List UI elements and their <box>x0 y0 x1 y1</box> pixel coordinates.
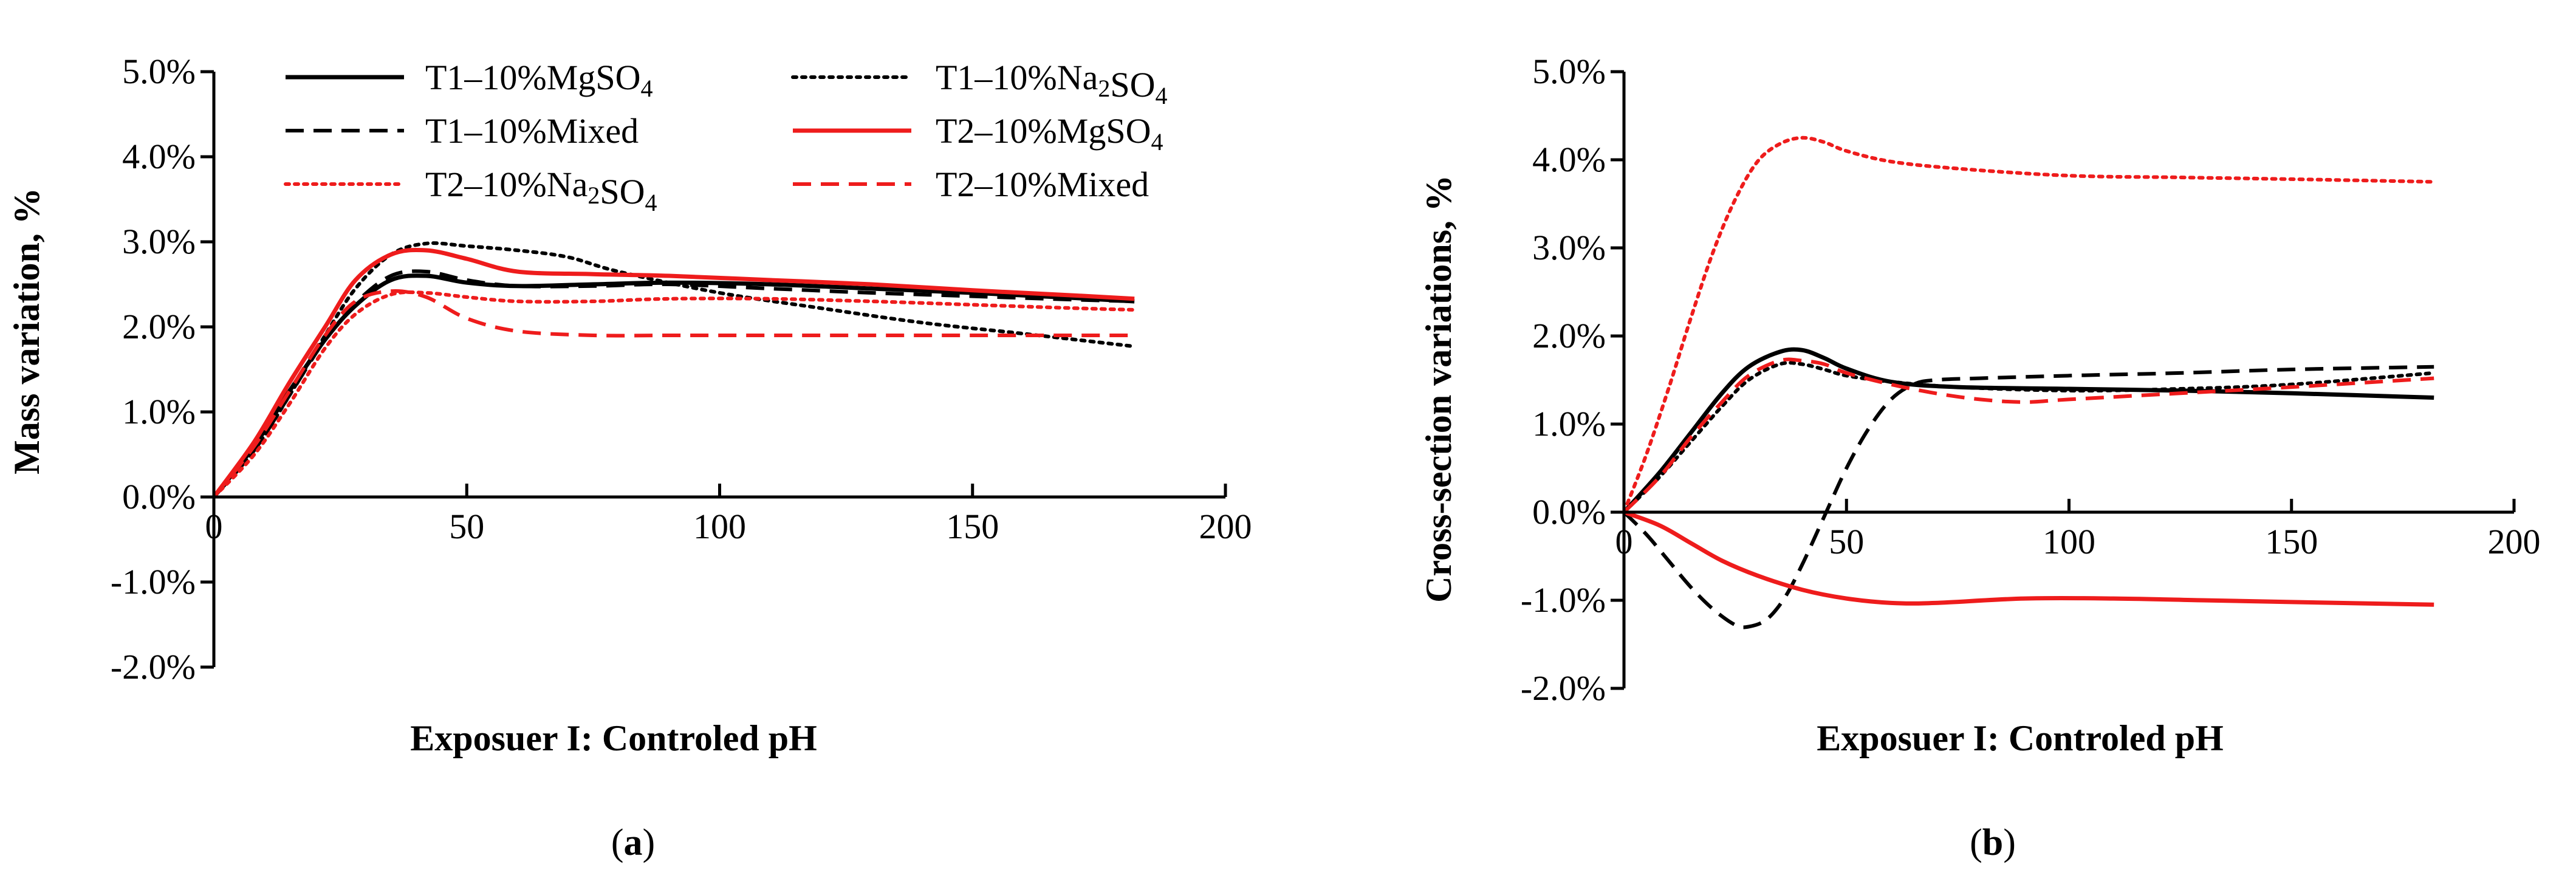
chart-b-series-group <box>1622 135 2436 629</box>
chart-a-series-group <box>212 241 1137 499</box>
chart-a-y-tick-label: 5.0% <box>122 52 196 91</box>
chart-b-y-tick-label: 5.0% <box>1532 52 1606 91</box>
chart-b-series-line-5 <box>1622 135 2436 514</box>
chart-b-y-tick-label: -2.0% <box>1521 668 1606 708</box>
legend-label-1: T1–10%MgSO4 <box>425 58 653 102</box>
chart-b: -2.0% -1.0% 0.0% 1.0% 2.0% 3.0% 4.0% 5.0% 0 50 100… <box>1419 52 2541 863</box>
chart-a-series-line-3 <box>212 269 1135 498</box>
chart-a-series-line-5 <box>212 290 1137 499</box>
panel-a-label: (a) <box>611 822 655 863</box>
panel-b-label: (b) <box>1970 822 2016 863</box>
chart-b-y-tick-label: -1.0% <box>1521 580 1606 620</box>
chart-b-x-tick-label: 200 <box>2488 522 2541 561</box>
chart-a-x-tick-label: 150 <box>946 507 999 546</box>
legend-label-2: T1–10%Na2SO4 <box>936 58 1168 109</box>
chart-a-y-tick-label: -2.0% <box>111 647 196 687</box>
legend-label-4: T2–10%MgSO4 <box>936 111 1163 156</box>
chart-b-series-line-3 <box>1622 365 2434 629</box>
chart-b-x-tick-label: 50 <box>1829 522 1864 561</box>
chart-b-x-tick-label: 150 <box>2265 522 2318 561</box>
chart-a-y-tick-label: 2.0% <box>122 307 196 346</box>
chart-b-series-line-1 <box>1622 347 2434 514</box>
chart-a-series-line-6 <box>212 289 1135 498</box>
chart-b-axes: -2.0% -1.0% 0.0% 1.0% 2.0% 3.0% 4.0% 5.0% 0 50 100… <box>1521 52 2541 708</box>
chart-a-axes: -2.0% -1.0% 0.0% 1.0% 2.0% 3.0% 4.0% 5.0% 0 50 100… <box>111 52 1252 687</box>
chart-a-y-tick-label: 3.0% <box>122 222 196 261</box>
chart-a-y-tick-label: 1.0% <box>122 392 196 431</box>
chart-b-y-axis-label: Cross-section variations, % <box>1419 175 1459 603</box>
chart-a-series-line-4 <box>212 247 1135 499</box>
chart-a-y-axis-label: Mass variation, % <box>7 188 47 475</box>
chart-a-x-tick-label: 200 <box>1199 507 1252 546</box>
chart-a-x-tick-label: 100 <box>693 507 746 546</box>
chart-a-x-axis-label: Exposuer I: Controled pH <box>410 718 817 758</box>
chart-b-y-tick-label: 2.0% <box>1532 316 1606 355</box>
legend-label-3: T1–10%Mixed <box>425 111 639 151</box>
chart-a-x-tick-label: 0 <box>205 507 223 546</box>
chart-a-y-tick-label: -1.0% <box>111 562 196 601</box>
chart-b-y-tick-label: 0.0% <box>1532 492 1606 532</box>
chart-a-y-tick-label: 0.0% <box>122 477 196 516</box>
chart-b-x-tick-label: 100 <box>2043 522 2095 561</box>
chart-a-y-tick-label: 4.0% <box>122 137 196 176</box>
chart-b-y-tick-label: 4.0% <box>1532 140 1606 179</box>
legend-label-5: T2–10%Na2SO4 <box>425 165 657 216</box>
chart-a-x-tick-label: 50 <box>449 507 484 546</box>
chart-a-series-line-2 <box>212 241 1137 499</box>
chart-a: -2.0% -1.0% 0.0% 1.0% 2.0% 3.0% 4.0% 5.0% 0 50 100… <box>7 52 1252 863</box>
legend-label-6: T2–10%Mixed <box>936 165 1149 204</box>
chart-b-y-tick-label: 1.0% <box>1532 404 1606 444</box>
chart-b-y-tick-label: 3.0% <box>1532 228 1606 267</box>
chart-a-legend: T1–10%MgSO4 T1–10%Na2SO4 T1–10%Mixed T2–10%… <box>284 58 1168 216</box>
chart-b-x-tick-label: 0 <box>1615 522 1633 561</box>
chart-b-series-line-4 <box>1623 510 2434 607</box>
chart-b-x-axis-label: Exposuer I: Controled pH <box>1817 718 2224 758</box>
